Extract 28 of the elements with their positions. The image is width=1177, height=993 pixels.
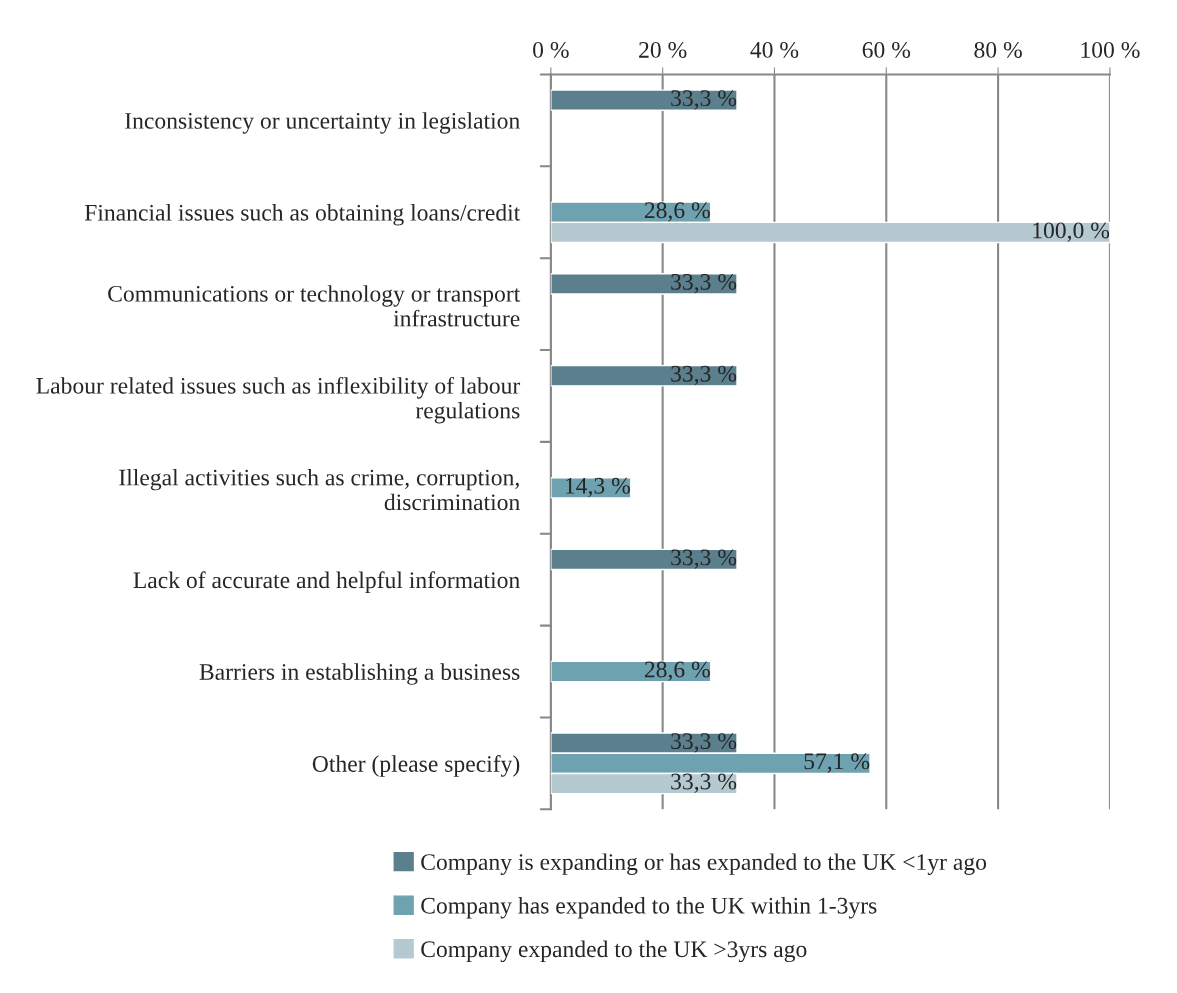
y-tick-label: Illegal activities such as crime, corruption, discrimination xyxy=(119,468,520,511)
x-tick-label: 60 % xyxy=(862,41,911,58)
data-label: 33,3 % xyxy=(671,90,737,110)
data-label: 100,0 % xyxy=(1033,222,1110,242)
y-tick-label: Other (please specify) xyxy=(312,755,520,777)
x-tick-label: 40 % xyxy=(750,41,799,58)
x-tick-label: 0 % xyxy=(533,41,569,58)
x-tick-label: 80 % xyxy=(974,41,1022,58)
legend-label: Company is expanding or has expanded to the UK <1yr ago xyxy=(421,853,987,875)
data-label: 33,3 % xyxy=(671,773,737,793)
data-label: 33,3 % xyxy=(671,733,737,753)
data-label: 28,6 % xyxy=(644,202,710,222)
legend-label: Company has expanded to the UK within 1-3yrs xyxy=(421,897,877,919)
x-tick-label: 20 % xyxy=(639,41,687,58)
bar xyxy=(550,89,738,111)
bar xyxy=(550,364,738,387)
data-label: 28,6 % xyxy=(644,661,710,681)
y-tick-label: Inconsistency or uncertainty in legislation xyxy=(125,112,520,134)
y-tick-label: Lack of accurate and helpful information xyxy=(133,571,520,593)
x-tick-label: 100 % xyxy=(1081,41,1140,58)
data-label: 14,3 % xyxy=(565,477,630,498)
y-tick-label: Communications or technology or transport infrastructure xyxy=(108,285,521,327)
legend-label: Company expanded to the UK >3yrs ago xyxy=(421,940,807,963)
bar xyxy=(550,548,738,571)
y-tick-label: Barriers in establishing a business xyxy=(199,663,520,685)
bar xyxy=(550,273,738,295)
y-tick-label: Labour related issues such as inflexibility of labour regulations xyxy=(36,376,521,424)
y-tick-label: Financial issues such as obtaining loans/credit xyxy=(84,204,521,226)
